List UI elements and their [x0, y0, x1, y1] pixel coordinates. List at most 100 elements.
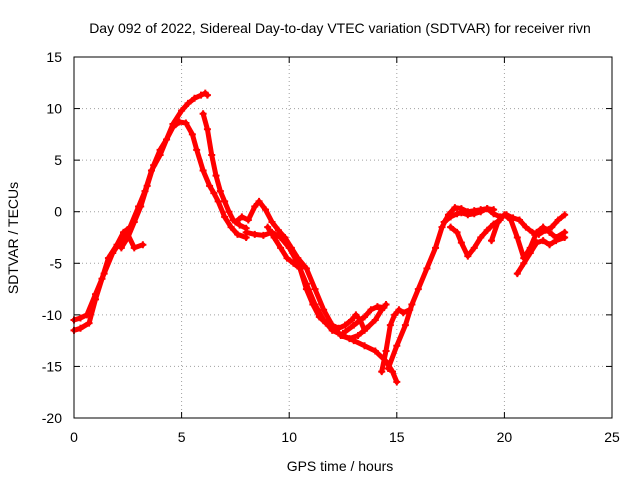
data-point — [382, 301, 390, 309]
x-tick-label: 15 — [389, 429, 405, 445]
chart-title: Day 092 of 2022, Sidereal Day-to-day VTE… — [89, 20, 591, 36]
data-point — [206, 182, 214, 190]
grid — [74, 57, 612, 418]
data-point — [483, 205, 491, 213]
data-point — [561, 234, 569, 241]
data-point — [522, 223, 530, 231]
data-point — [100, 270, 108, 278]
data-point — [477, 208, 485, 216]
x-tick-label: 10 — [281, 429, 297, 445]
data-point — [539, 223, 547, 231]
data-point — [130, 218, 138, 226]
data-point — [76, 314, 84, 322]
data-point — [182, 119, 190, 127]
data-point — [188, 130, 196, 138]
data-point — [274, 226, 282, 234]
y-tick-label: -20 — [42, 410, 62, 426]
data-point — [500, 211, 508, 219]
data-point — [221, 213, 229, 221]
data-point — [457, 239, 465, 247]
data-point — [470, 210, 478, 218]
data-point — [234, 230, 242, 238]
series-line — [385, 205, 497, 371]
data-point — [348, 316, 356, 324]
data-point — [515, 216, 523, 224]
data-point — [533, 228, 541, 236]
data-point — [212, 172, 220, 180]
data-point — [242, 228, 250, 236]
data-point — [470, 244, 478, 252]
data-point — [352, 311, 360, 319]
data-point — [283, 254, 291, 262]
y-tick-label: -10 — [42, 307, 62, 323]
data-point — [270, 234, 278, 241]
data-point — [268, 218, 276, 226]
data-series — [513, 234, 569, 278]
data-point — [447, 213, 455, 221]
x-tick-label: 20 — [497, 429, 513, 445]
x-axis-label: GPS time / hours — [287, 458, 394, 474]
data-point — [191, 94, 199, 102]
data-series — [117, 118, 250, 252]
x-tick-label: 25 — [604, 429, 620, 445]
data-point — [384, 364, 392, 372]
data-point — [76, 324, 84, 332]
data-point — [423, 264, 431, 272]
data-point — [210, 189, 218, 197]
data-point — [382, 347, 390, 355]
data-point — [203, 91, 211, 99]
data-point — [440, 218, 448, 226]
data-point — [85, 319, 93, 327]
axis-ticks — [73, 56, 613, 419]
data-point — [238, 213, 246, 221]
data-point — [552, 237, 560, 245]
data-point — [507, 216, 515, 224]
data-point — [311, 285, 319, 293]
data-point — [391, 311, 399, 319]
data-point — [208, 151, 216, 159]
data-point — [487, 237, 495, 245]
data-point — [214, 197, 222, 205]
data-point — [309, 301, 317, 309]
data-point — [328, 321, 336, 329]
data-point — [302, 264, 310, 272]
data-point — [169, 123, 177, 131]
plot-frame — [73, 56, 613, 419]
data-point — [371, 347, 379, 355]
data-point — [92, 290, 100, 298]
data-point — [315, 313, 323, 321]
data-point — [513, 270, 521, 278]
data-point — [262, 206, 270, 214]
y-tick-label: 5 — [54, 152, 62, 168]
data-point — [490, 210, 498, 218]
series-line — [71, 231, 146, 323]
data-series — [339, 301, 390, 337]
data-point — [373, 303, 381, 311]
data-point — [526, 249, 534, 257]
data-point — [388, 368, 396, 376]
data-point — [341, 321, 349, 329]
data-point — [163, 136, 171, 144]
data-point — [320, 306, 328, 314]
data-point — [119, 228, 127, 236]
data-series — [447, 216, 504, 260]
data-point — [143, 182, 151, 190]
data-point — [117, 244, 125, 252]
x-tick-label: 5 — [178, 429, 186, 445]
data-point — [533, 239, 541, 247]
data-point — [139, 241, 147, 249]
data-point — [130, 244, 138, 252]
y-tick-label: 10 — [46, 101, 62, 117]
data-point — [277, 234, 285, 241]
data-point — [457, 209, 465, 217]
data-point — [546, 228, 554, 236]
data-series — [70, 230, 147, 324]
data-point — [477, 234, 485, 241]
series-line — [118, 119, 249, 251]
data-point — [225, 208, 233, 216]
data-series — [384, 204, 498, 372]
data-point — [361, 326, 369, 334]
data-point — [244, 216, 252, 224]
data-point — [231, 218, 239, 226]
